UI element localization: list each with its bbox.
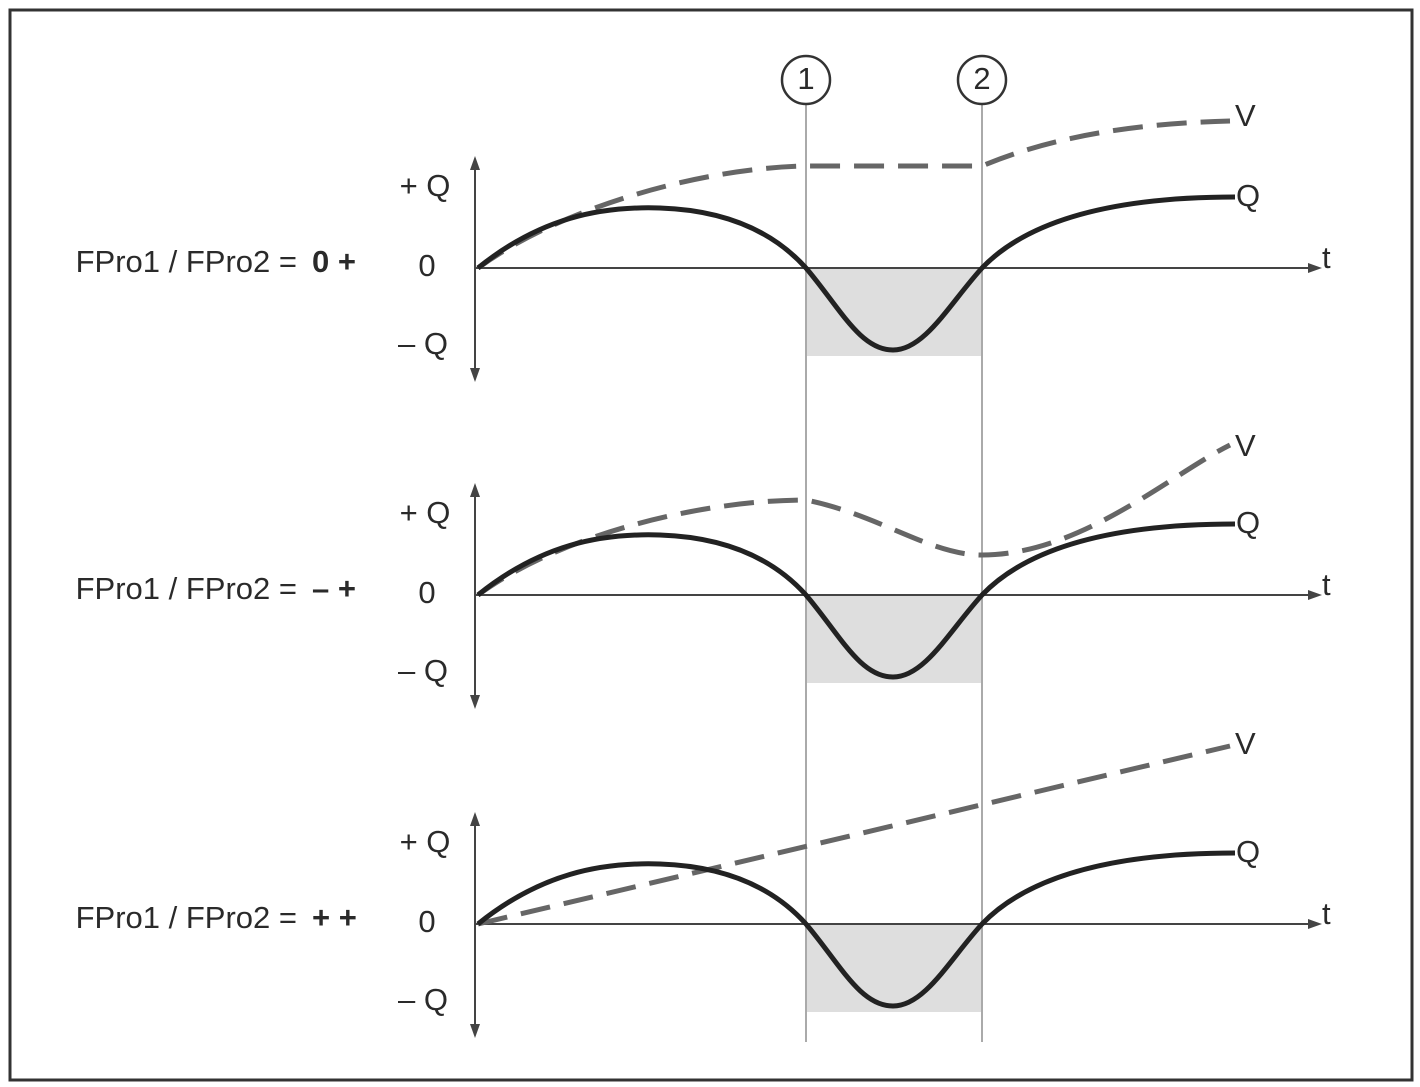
setting-label: FPro1 / FPro2 = <box>76 900 297 935</box>
minus-q-label: – Q <box>398 326 448 361</box>
time-arrow <box>1308 590 1322 600</box>
marker-circle <box>780 54 832 106</box>
minus-q-label: – Q <box>398 982 448 1017</box>
q-curve <box>476 194 1236 353</box>
setting-value: + + <box>312 900 357 935</box>
v-label: V <box>1235 428 1256 463</box>
setting-value: – + <box>312 571 356 606</box>
v-curve <box>476 442 1232 598</box>
q-label: Q <box>1236 178 1260 213</box>
zero-label: 0 <box>418 248 435 283</box>
time-label: t <box>1322 896 1331 931</box>
time-arrow <box>1308 263 1322 273</box>
q-curve <box>476 850 1236 1009</box>
zero-label: 0 <box>418 904 435 939</box>
plus-q-label: + Q <box>400 168 451 203</box>
plus-q-label: + Q <box>400 824 451 859</box>
q-label: Q <box>1236 834 1260 869</box>
v-label: V <box>1235 726 1256 761</box>
q-arrow-down <box>470 695 480 709</box>
frame <box>8 8 1414 1082</box>
time-label: t <box>1322 240 1331 275</box>
q-arrow-up <box>470 483 480 497</box>
negative-area <box>806 924 982 1012</box>
v-label: V <box>1235 98 1256 133</box>
background-layer <box>805 104 983 1042</box>
marker-number: 1 <box>797 61 814 96</box>
negative-area <box>806 595 982 683</box>
foreground-layer: FPro1 / FPro2 = 0 + + Q 0 – Q t V Q FPro1 / FPro… <box>76 54 1331 1038</box>
time-arrow <box>1308 919 1322 929</box>
negative-area <box>806 268 982 356</box>
marker-circle <box>956 54 1008 106</box>
marker-number: 2 <box>973 61 990 96</box>
q-curve <box>476 521 1236 680</box>
setting-label: FPro1 / FPro2 = <box>76 244 297 279</box>
minus-q-label: – Q <box>398 653 448 688</box>
plus-q-label: + Q <box>400 495 451 530</box>
time-label: t <box>1322 567 1331 602</box>
q-arrow-down <box>470 368 480 382</box>
zero-label: 0 <box>418 575 435 610</box>
q-label: Q <box>1236 505 1260 540</box>
q-arrow-up <box>470 812 480 826</box>
q-arrow-down <box>470 1024 480 1038</box>
q-arrow-up <box>470 156 480 170</box>
v-curve <box>477 743 1231 927</box>
setting-value: 0 + <box>312 244 356 279</box>
setting-label: FPro1 / FPro2 = <box>76 571 297 606</box>
